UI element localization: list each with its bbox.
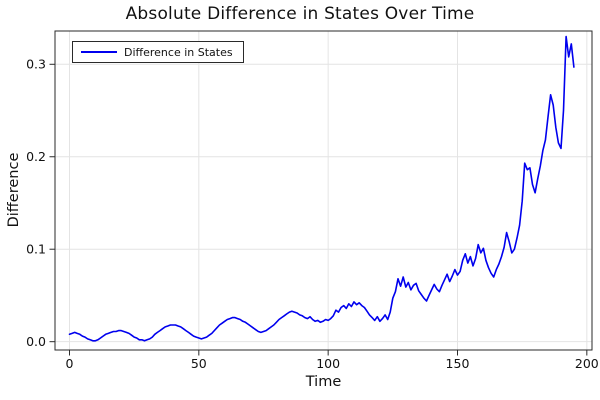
x-axis-label: Time — [305, 374, 342, 390]
y-tick-label: 0.2 — [26, 149, 46, 164]
plot-frame — [54, 30, 593, 351]
y-axis-label: Difference — [6, 152, 22, 228]
y-tick-label: 0.0 — [26, 334, 46, 349]
series-line — [68, 35, 575, 342]
y-tick-label: 0.3 — [26, 57, 46, 72]
chart-title: Absolute Difference in States Over Time — [125, 4, 475, 24]
y-tick-label: 0.1 — [26, 242, 46, 257]
legend-label: Difference in States — [124, 45, 233, 59]
legend: Difference in States — [72, 41, 244, 63]
legend-line-sample — [81, 51, 117, 53]
x-tick-label: 200 — [575, 356, 599, 371]
x-tick-label: 150 — [446, 356, 470, 371]
x-tick-label: 0 — [66, 356, 74, 371]
x-tick-label: 50 — [191, 356, 207, 371]
x-tick-label: 100 — [316, 356, 340, 371]
